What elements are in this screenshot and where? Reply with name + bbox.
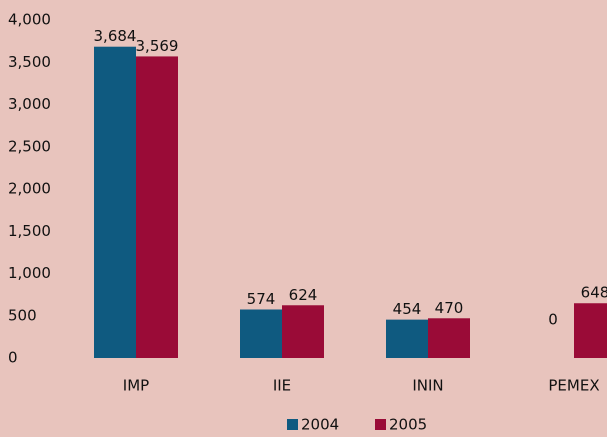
- bar: [428, 318, 470, 358]
- x-tick-label: IMP: [123, 377, 149, 395]
- y-tick-label: 2,000: [8, 180, 51, 198]
- bar: [574, 303, 607, 358]
- legend-swatch: [287, 419, 298, 430]
- data-label: 648: [581, 284, 607, 302]
- y-tick-label: 3,000: [8, 95, 51, 113]
- bar: [282, 305, 324, 358]
- legend-label: 2005: [389, 416, 427, 434]
- y-tick-label: 0: [8, 349, 18, 367]
- bar: [386, 319, 428, 358]
- data-label: 3,684: [94, 27, 137, 45]
- bar: [136, 56, 178, 359]
- y-tick-label: 4,000: [8, 11, 51, 29]
- y-tick-label: 1,000: [8, 264, 51, 282]
- data-label: 0: [548, 311, 558, 329]
- y-tick-label: 3,500: [8, 53, 51, 71]
- x-tick-label: PEMEX: [548, 377, 599, 395]
- data-label: 454: [393, 300, 422, 318]
- y-tick-label: 2,500: [8, 137, 51, 155]
- data-label: 624: [289, 286, 318, 304]
- y-tick-label: 500: [8, 306, 37, 324]
- bar: [94, 46, 136, 359]
- data-label: 574: [247, 290, 276, 308]
- x-tick-label: IIE: [273, 377, 291, 395]
- data-label: 470: [435, 299, 464, 317]
- y-tick-label: 1,500: [8, 222, 51, 240]
- x-tick-label: ININ: [412, 377, 443, 395]
- bar: [240, 309, 282, 358]
- data-label: 3,569: [136, 37, 179, 55]
- legend-swatch: [375, 419, 386, 430]
- legend-label: 2004: [301, 416, 339, 434]
